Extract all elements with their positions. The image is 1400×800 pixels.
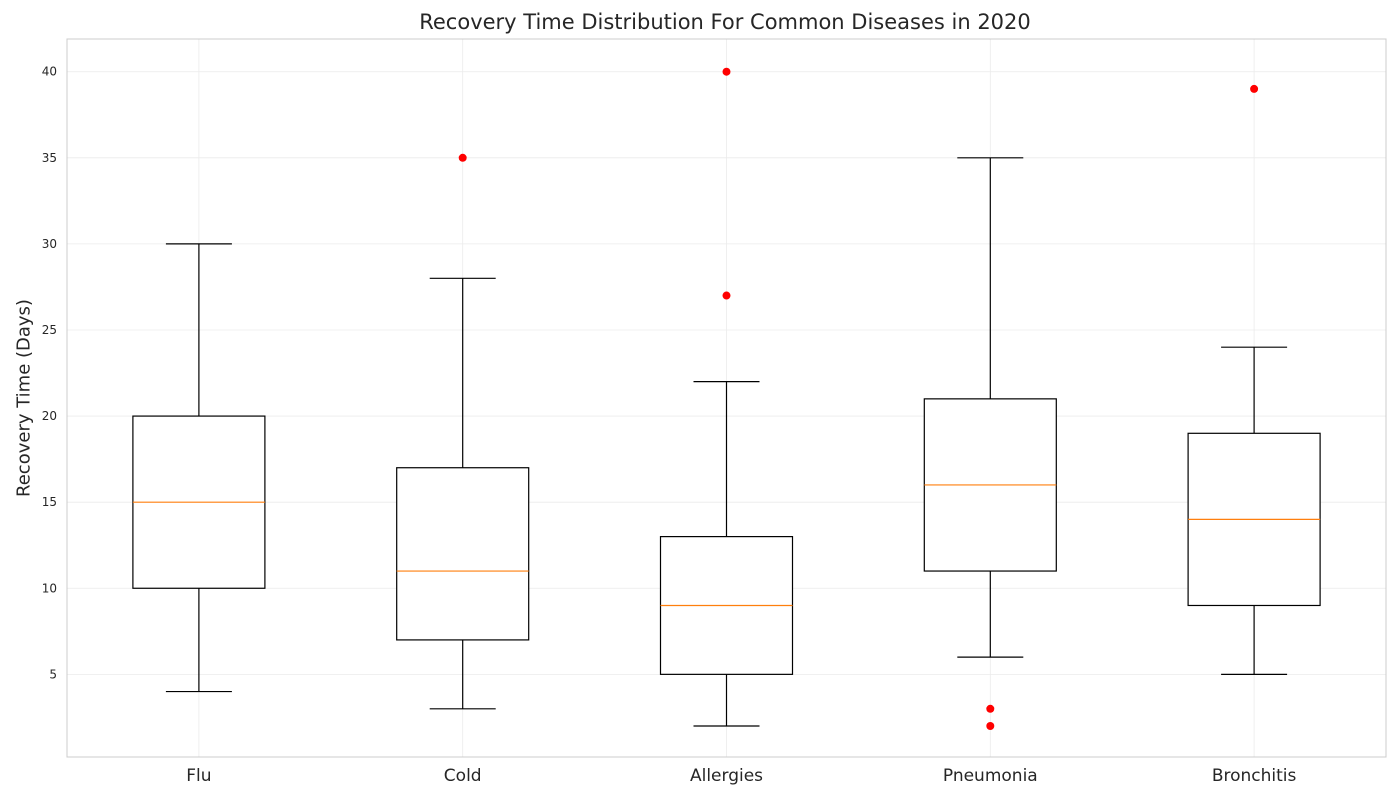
outlier-point <box>1250 84 1259 93</box>
outlier-point <box>986 704 995 713</box>
x-tick-label: Pneumonia <box>943 766 1038 786</box>
y-tick-label: 25 <box>42 323 57 337</box>
box-pneumonia <box>923 157 1057 731</box>
y-tick-label: 30 <box>42 237 57 251</box>
y-tick-label: 5 <box>49 667 57 681</box>
box-allergies <box>659 67 794 727</box>
plot-frame <box>66 38 1387 758</box>
outlier-point <box>722 291 731 300</box>
outlier-point <box>986 722 995 731</box>
boxes-layer <box>132 67 1321 731</box>
box-flu <box>132 243 266 693</box>
y-tick-label: 20 <box>42 409 57 423</box>
x-tick-label: Bronchitis <box>1212 766 1297 786</box>
outlier-point <box>458 153 467 162</box>
box-bronchitis <box>1187 84 1321 675</box>
chart-title: Recovery Time Distribution For Common Di… <box>419 10 1031 34</box>
x-tick-label: Cold <box>444 766 482 786</box>
iqr-box <box>396 467 530 641</box>
y-tick-label: 10 <box>42 581 57 595</box>
outlier-point <box>722 67 731 76</box>
y-tick-label: 35 <box>42 151 57 165</box>
ticks-layer: 5 10 15 20 25 30 35 40 Flu Cold Allergies Pneumonia… <box>42 65 1297 786</box>
plot-border <box>66 38 1387 758</box>
x-tick-label: Flu <box>186 766 211 786</box>
y-tick-label: 40 <box>42 65 57 79</box>
y-tick-label: 15 <box>42 495 57 509</box>
x-tick-label: Allergies <box>690 766 763 786</box>
box-cold <box>396 153 530 710</box>
